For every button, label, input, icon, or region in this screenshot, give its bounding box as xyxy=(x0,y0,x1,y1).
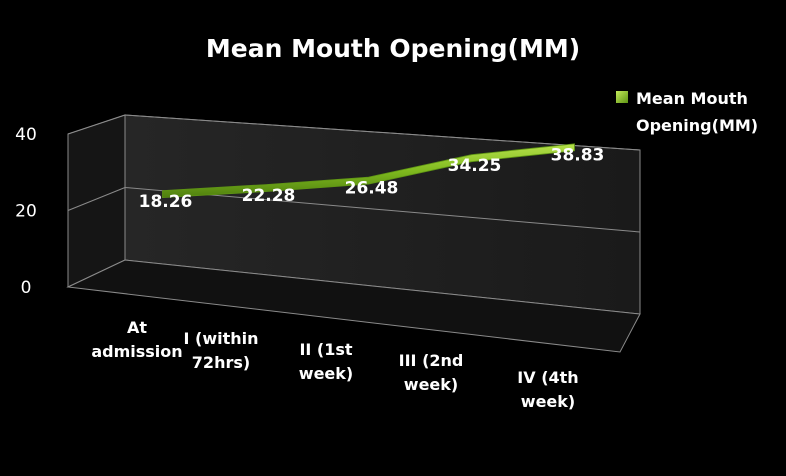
series-ribbon xyxy=(162,143,575,199)
x-tick-label-5: IV (4th week) xyxy=(517,368,578,411)
series-line xyxy=(162,143,575,199)
y-tick-label: 40 xyxy=(15,125,37,145)
chart-title: Mean Mouth Opening(MM) xyxy=(206,34,580,63)
data-label-1: 18.26 xyxy=(139,192,193,212)
y-axis-ticks: 0 20 40 xyxy=(15,125,37,298)
gridline-side xyxy=(67,187,126,211)
data-label-3: 26.48 xyxy=(345,179,399,199)
gridline-side xyxy=(67,114,126,135)
x-tick-label-1: At admission xyxy=(91,318,182,361)
data-labels: 18.26 22.28 26.48 34.25 38.83 xyxy=(139,145,605,212)
data-label-5: 38.83 xyxy=(551,145,605,165)
gridline-back xyxy=(124,114,641,151)
legend: Mean Mouth Opening(MM) xyxy=(616,89,758,135)
data-label-2: 22.28 xyxy=(242,186,296,206)
y-tick-label: 0 xyxy=(21,278,32,298)
x-tick-label-4: III (2nd week) xyxy=(399,351,464,394)
x-tick-label-3: II (1st week) xyxy=(299,340,353,383)
x-tick-label-2: I (within 72hrs) xyxy=(183,329,258,372)
y-tick-label: 20 xyxy=(15,202,37,222)
legend-label-line-1: Mean Mouth xyxy=(636,89,748,108)
legend-swatch xyxy=(616,91,628,103)
legend-label-line-2: Opening(MM) xyxy=(636,116,758,135)
chart-floor xyxy=(66,259,641,353)
data-label-4: 34.25 xyxy=(448,156,502,176)
chart-side-wall xyxy=(67,114,126,288)
